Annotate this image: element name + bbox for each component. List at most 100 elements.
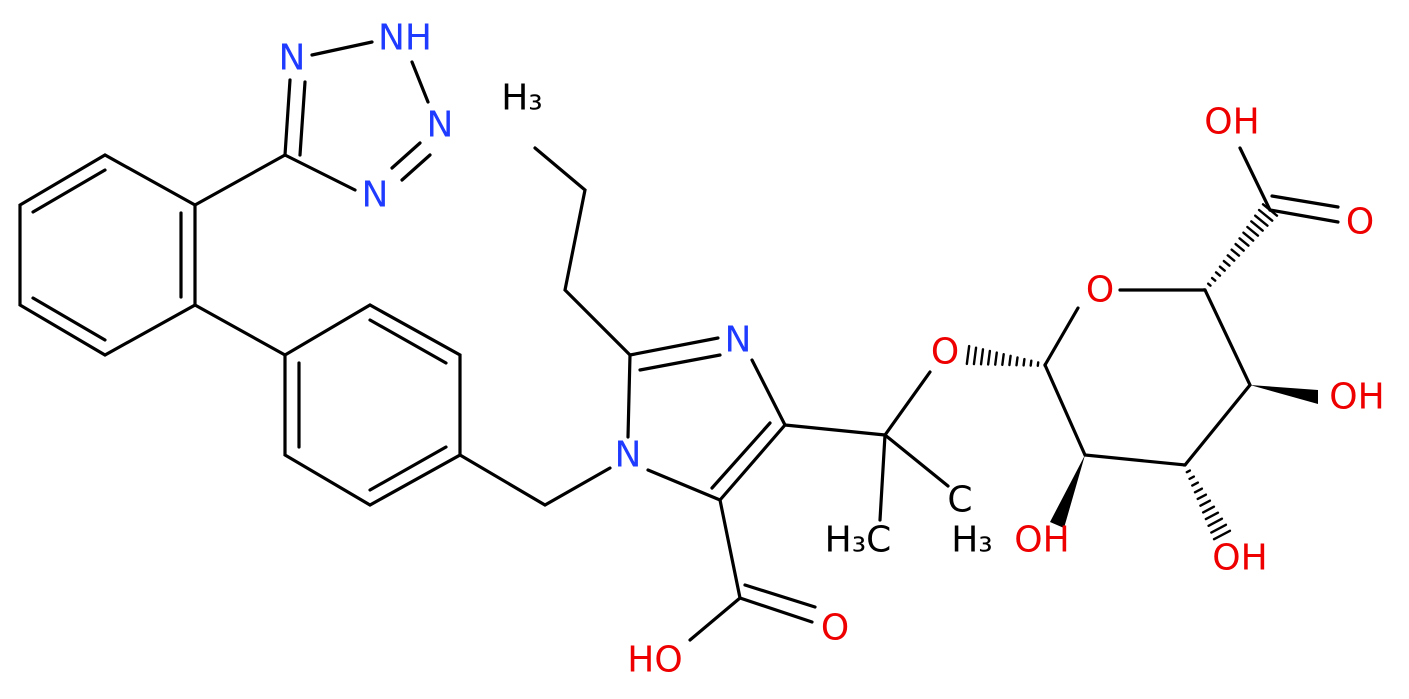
bond bbox=[646, 468, 722, 502]
hash-stroke bbox=[1204, 511, 1220, 521]
wedge-bond bbox=[1250, 385, 1318, 404]
atom-label: N bbox=[279, 38, 306, 79]
hash-stroke bbox=[972, 346, 978, 366]
hash-stroke bbox=[1207, 517, 1224, 527]
ring-bond bbox=[1043, 288, 1252, 467]
double-bond bbox=[31, 296, 107, 342]
wedge-bond bbox=[1050, 455, 1085, 528]
atom-label: N bbox=[615, 435, 642, 476]
bond bbox=[750, 358, 787, 427]
atom-label: C bbox=[947, 480, 972, 521]
bond bbox=[1268, 208, 1340, 224]
bond bbox=[738, 596, 814, 624]
atom-label: N bbox=[427, 105, 454, 146]
hash-stroke bbox=[1022, 357, 1026, 367]
atom-label: OH bbox=[1014, 520, 1069, 561]
hash-stroke bbox=[1193, 487, 1204, 494]
double-bond bbox=[743, 583, 817, 609]
atom-label: HO bbox=[627, 640, 682, 681]
bonds bbox=[18, 40, 1340, 642]
hash-stroke bbox=[1182, 463, 1188, 467]
hash-stroke bbox=[979, 348, 985, 366]
double-bond bbox=[368, 445, 448, 492]
hash-stroke bbox=[1210, 276, 1217, 282]
atom-label: NH bbox=[378, 18, 432, 59]
double-bond bbox=[710, 421, 772, 490]
hash-stroke bbox=[986, 349, 992, 366]
bond bbox=[193, 303, 287, 357]
hash-stroke bbox=[1191, 481, 1200, 487]
hash-stroke bbox=[1203, 288, 1207, 292]
hash-stroke bbox=[965, 344, 971, 366]
atom-label: O bbox=[1086, 270, 1114, 311]
atom-label: H₃ bbox=[951, 520, 993, 561]
bond bbox=[883, 370, 932, 437]
bond bbox=[718, 498, 742, 600]
hash-stroke bbox=[1218, 265, 1226, 272]
hash-stroke bbox=[1250, 220, 1264, 232]
atom-label: H₃ bbox=[501, 78, 543, 119]
bond bbox=[626, 353, 632, 439]
hash-stroke bbox=[1015, 356, 1019, 367]
bond bbox=[283, 153, 357, 192]
hash-stroke bbox=[1185, 469, 1192, 474]
bond bbox=[193, 153, 287, 207]
ring-bond bbox=[18, 153, 197, 357]
hash-stroke bbox=[1212, 529, 1232, 541]
atom-label: O bbox=[931, 332, 959, 373]
hash-stroke bbox=[1234, 242, 1245, 252]
hash-stroke bbox=[1257, 208, 1274, 222]
hashed-bonds bbox=[965, 203, 1279, 541]
bond bbox=[878, 433, 887, 522]
bond bbox=[390, 141, 422, 170]
hash-stroke bbox=[1201, 505, 1216, 514]
bond bbox=[283, 78, 292, 157]
atom-label: O bbox=[1346, 202, 1374, 243]
hash-stroke bbox=[1230, 248, 1241, 257]
hash-stroke bbox=[1210, 523, 1228, 534]
hash-stroke bbox=[1029, 359, 1033, 367]
hash-stroke bbox=[1214, 271, 1222, 277]
atom-label: H₃C bbox=[825, 520, 892, 561]
hash-stroke bbox=[1206, 282, 1212, 287]
double-bond bbox=[368, 318, 448, 365]
hash-stroke bbox=[1242, 231, 1255, 242]
double-bond bbox=[1270, 194, 1340, 209]
atom-labels: N NH N N H₃ N N O HO H₃C C H₃ O O OH O O… bbox=[279, 18, 1385, 681]
hash-stroke bbox=[1199, 499, 1212, 507]
bond bbox=[410, 60, 430, 104]
hash-stroke bbox=[1222, 259, 1231, 267]
bond bbox=[883, 433, 950, 488]
atom-label: OH bbox=[1329, 377, 1384, 418]
hash-stroke bbox=[1246, 225, 1260, 237]
bond bbox=[1238, 146, 1272, 212]
bond bbox=[688, 596, 742, 642]
atom-label: O bbox=[821, 608, 849, 649]
hash-stroke bbox=[1188, 475, 1196, 481]
hash-stroke bbox=[994, 351, 998, 366]
double-bond bbox=[298, 80, 307, 157]
atom-label: OH bbox=[1212, 538, 1267, 579]
bond bbox=[718, 423, 787, 502]
bond bbox=[458, 453, 612, 507]
double-bond bbox=[400, 153, 432, 182]
atom-label: OH bbox=[1204, 102, 1259, 143]
bond bbox=[628, 336, 720, 357]
atom-label: N bbox=[725, 320, 752, 361]
double-bond bbox=[31, 168, 107, 214]
atom-label: N bbox=[362, 175, 389, 216]
bond bbox=[1043, 306, 1080, 367]
hash-stroke bbox=[1008, 354, 1012, 367]
hash-stroke bbox=[1001, 353, 1005, 367]
hash-stroke bbox=[1196, 493, 1208, 501]
bond bbox=[533, 146, 632, 357]
hash-stroke bbox=[1226, 254, 1236, 262]
bond bbox=[310, 40, 374, 57]
bond bbox=[783, 423, 887, 437]
hash-stroke bbox=[1238, 237, 1250, 247]
hash-stroke bbox=[1261, 203, 1279, 217]
double-bond bbox=[638, 353, 722, 372]
hash-stroke bbox=[1253, 214, 1269, 227]
ring-bond bbox=[283, 303, 462, 507]
